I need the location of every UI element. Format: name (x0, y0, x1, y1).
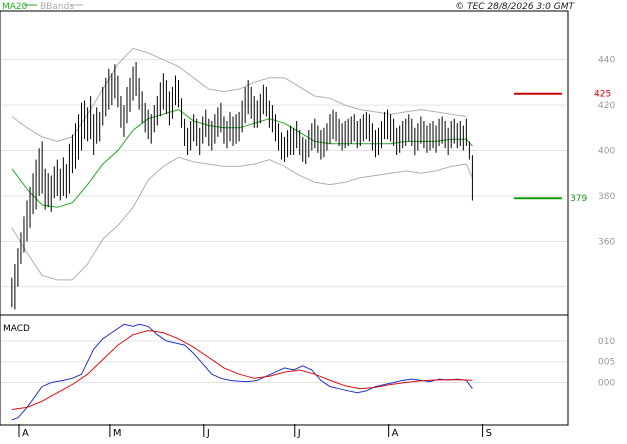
ma20-line (11, 109, 473, 208)
macd-grid (1, 340, 567, 383)
bbands-lower-line (11, 156, 473, 281)
signal-line (11, 329, 473, 410)
price-grid (1, 59, 567, 288)
x-tick-label: M (113, 428, 122, 439)
x-tick-label: J (206, 428, 210, 439)
copyright-label: © TEC 28/8/2026 3:0 GMT (455, 2, 575, 12)
price-tick-label: 360 (598, 237, 615, 247)
x-tick-label: A (392, 428, 399, 439)
price-tick-label: 400 (598, 147, 615, 157)
ma-legend-label: MA20 (2, 2, 28, 12)
levels-layer: 425 379 (514, 90, 611, 204)
stop-level-label: 379 (570, 194, 587, 204)
macd-lines-layer (11, 323, 473, 421)
macd-panel-frame (0, 314, 569, 426)
macd-tick-label: 005 (598, 358, 615, 368)
macd-title: MACD (3, 324, 30, 334)
bbands-layer (11, 47, 473, 281)
price-panel-frame (0, 10, 569, 316)
x-tick-label: S (486, 428, 492, 439)
macd-line (11, 323, 473, 421)
price-tick-label: 420 (598, 101, 615, 111)
price-tick-label: 380 (598, 192, 615, 202)
target-level-label: 425 (594, 90, 611, 100)
price-bars-layer (11, 61, 473, 310)
price-tick-label: 440 (598, 56, 615, 66)
x-tick-label: J (297, 428, 301, 439)
ma-layer (11, 109, 473, 208)
x-tick-label: A (22, 428, 29, 439)
macd-ticks: 010 005 000 (598, 337, 615, 389)
macd-tick-label: 010 (598, 337, 615, 347)
macd-tick-label: 000 (598, 378, 615, 388)
price-ticks: 440 420 400 380 360 (598, 56, 615, 248)
bbands-legend-label: BBands (40, 2, 74, 12)
